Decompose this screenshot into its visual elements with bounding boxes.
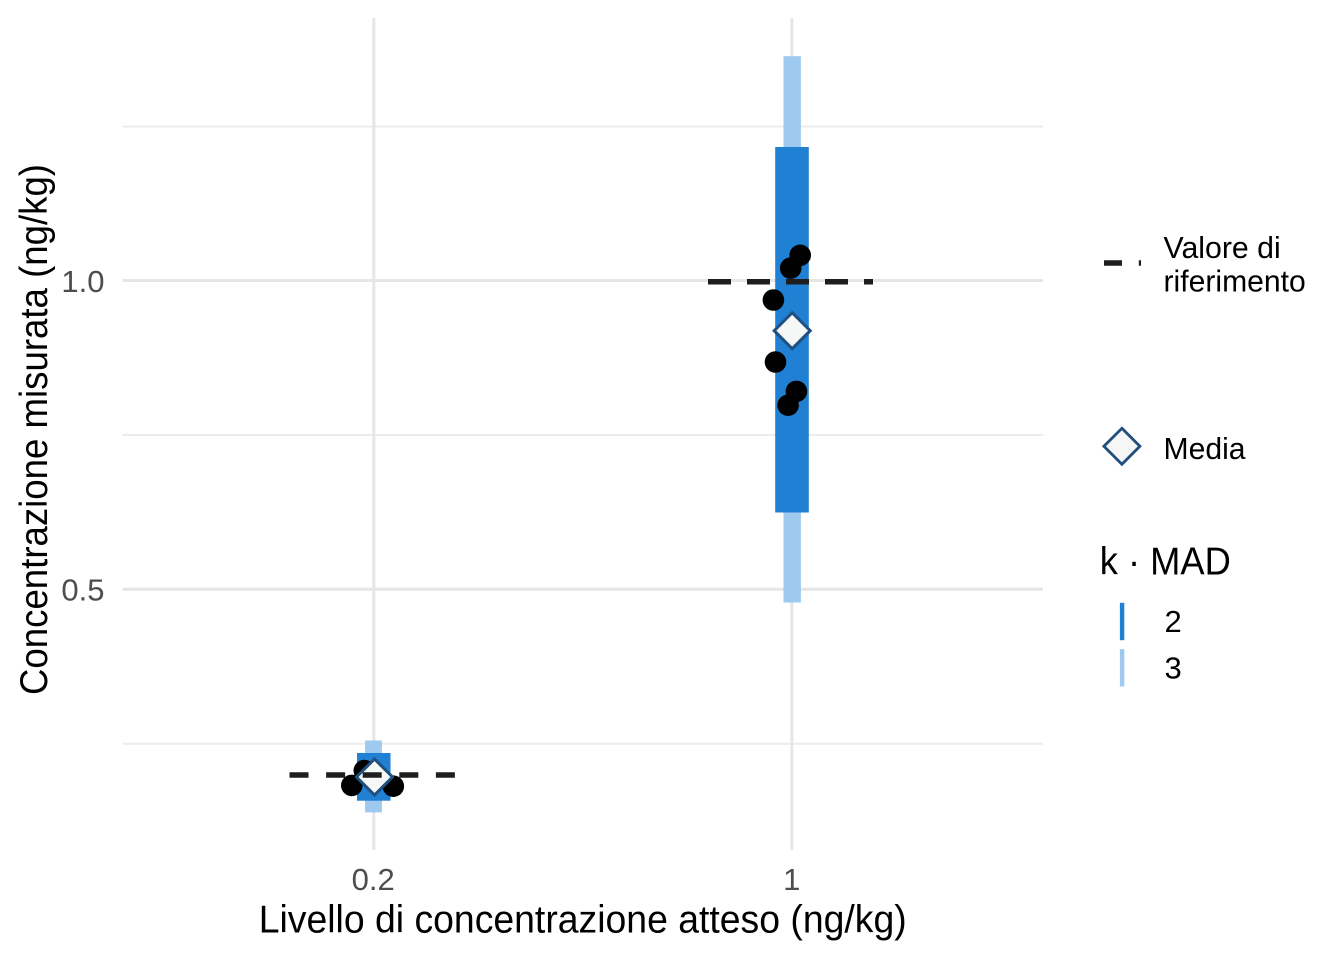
svg-text:3: 3 xyxy=(1165,650,1182,685)
svg-text:k · MAD: k · MAD xyxy=(1100,540,1231,583)
svg-text:riferimento: riferimento xyxy=(1164,264,1306,299)
svg-text:2: 2 xyxy=(1165,604,1182,639)
svg-text:Livello di concentrazione atte: Livello di concentrazione atteso (ng/kg) xyxy=(259,899,907,942)
svg-text:Concentrazione misurata (ng/kg: Concentrazione misurata (ng/kg) xyxy=(13,164,56,695)
svg-text:0.5: 0.5 xyxy=(61,573,104,608)
svg-text:0.2: 0.2 xyxy=(352,862,395,897)
svg-text:1.0: 1.0 xyxy=(61,264,104,299)
svg-text:1: 1 xyxy=(783,862,800,897)
svg-text:Media: Media xyxy=(1164,431,1247,466)
svg-text:Valore di: Valore di xyxy=(1164,230,1281,265)
